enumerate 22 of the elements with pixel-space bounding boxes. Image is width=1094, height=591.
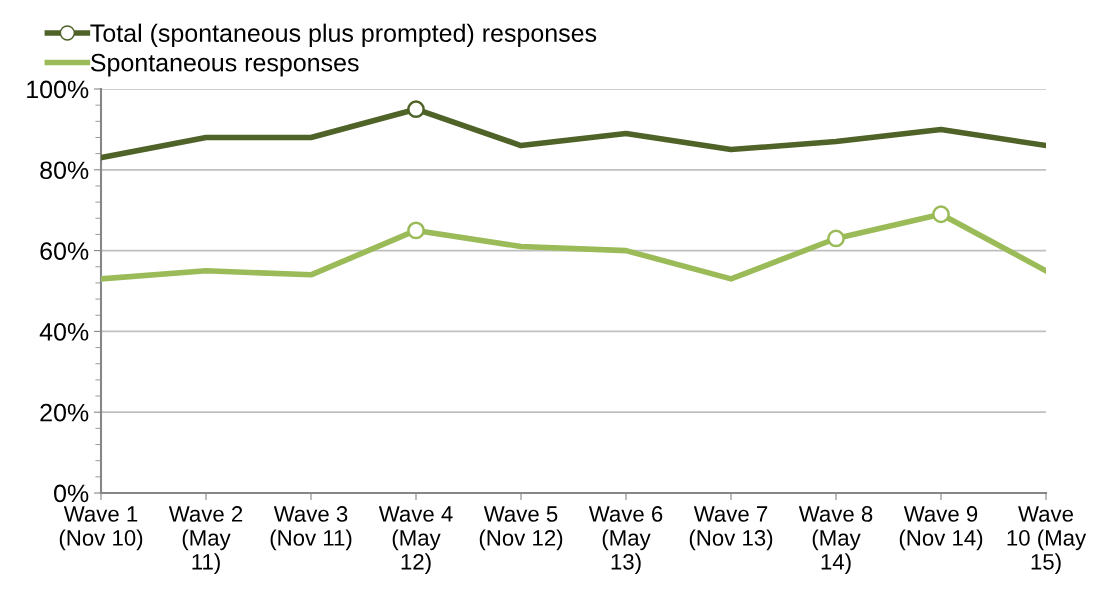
x-tick-label: Wave 9 (Nov 14) — [899, 506, 983, 551]
x-tick-label: Wave 10 (May 15) — [1007, 506, 1087, 575]
y-tick-label: 40% — [39, 323, 89, 341]
point — [407, 100, 425, 119]
x-tick-label: Wave 5 (Nov 12) — [479, 506, 563, 551]
x-tick-label: Wave 4 (May 12) — [378, 506, 453, 575]
point — [827, 229, 845, 248]
point — [932, 205, 950, 224]
y-tick-label: 0% — [54, 484, 89, 503]
y-tick-label: 100% — [27, 80, 89, 99]
y-tick-label: 80% — [40, 161, 89, 180]
legend-label: Total (spontaneous plus prompted) responses — [90, 23, 597, 47]
x-tick-label: Wave 8 (May 14) — [798, 506, 873, 575]
legend-label: Spontaneous responses — [90, 53, 359, 77]
point — [407, 221, 425, 240]
y-tick-label: 20% — [40, 403, 89, 422]
x-tick-label: Wave 3 (Nov 11) — [270, 506, 352, 551]
x-tick-label: Wave 1 (Nov 10) — [59, 506, 143, 551]
y-tick-label: 60% — [40, 242, 89, 260]
x-tick-label: Wave 7 (Nov 13) — [689, 506, 773, 551]
x-tick-label: Wave 2 (May 11) — [168, 506, 243, 575]
x-tick-label: Wave 6 (May 13) — [588, 506, 663, 575]
